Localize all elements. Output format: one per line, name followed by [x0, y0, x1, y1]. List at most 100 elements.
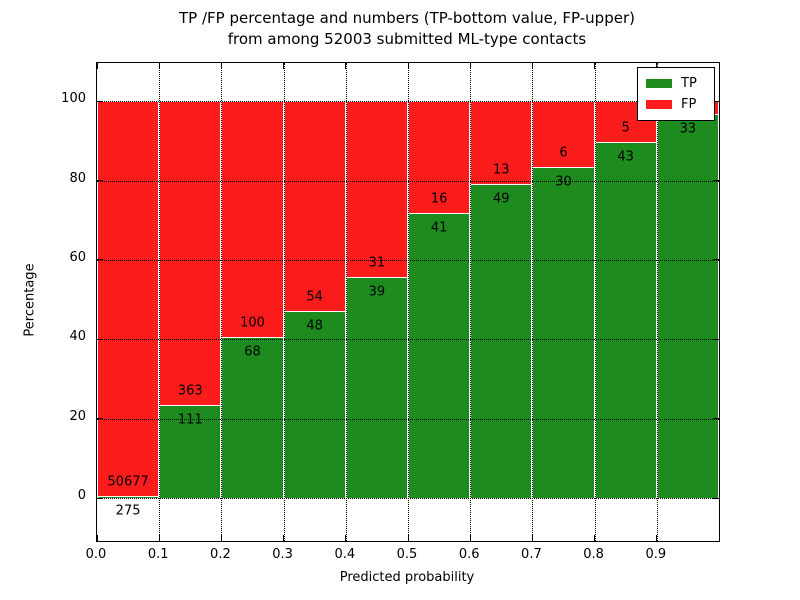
tp-bar-segment — [283, 311, 346, 499]
x-tick-mark — [469, 535, 471, 541]
x-tick-mark — [158, 63, 160, 69]
chart-title-line2: from among 52003 submitted ML-type conta… — [227, 30, 587, 48]
tp-count-label: 275 — [115, 503, 141, 519]
y-tick-mark — [713, 497, 719, 499]
y-tick-label: 20 — [69, 408, 86, 424]
tp-count-label: 43 — [617, 149, 634, 165]
tp-count-label: 68 — [244, 344, 261, 360]
x-tick-label: 0.4 — [334, 547, 356, 562]
x-tick-label: 0.8 — [583, 547, 604, 562]
fp-count-label: 13 — [493, 162, 510, 178]
y-tick-mark — [713, 259, 719, 261]
tp-bar-segment — [97, 495, 160, 499]
x-tick-mark — [345, 535, 347, 541]
x-tick-mark — [469, 63, 471, 69]
x-tick-mark — [407, 535, 409, 541]
x-tick-label: 0.7 — [521, 547, 542, 562]
x-tick-mark — [594, 63, 596, 69]
legend-label-fp: FP — [681, 97, 697, 112]
x-tick-mark — [96, 63, 98, 69]
tp-bar-segment — [345, 276, 408, 499]
y-tick-mark — [713, 100, 719, 102]
fp-bar-segment — [97, 101, 160, 496]
y-tick-mark — [713, 338, 719, 340]
x-tick-label: 0.0 — [85, 547, 107, 562]
v-gridline — [159, 63, 161, 541]
y-tick-mark — [713, 418, 719, 420]
x-tick-mark — [656, 63, 658, 69]
tp-bar-segment — [408, 212, 471, 499]
tp-count-label: 111 — [177, 412, 203, 428]
y-tick-mark — [97, 338, 103, 340]
tp-bar-segment — [221, 337, 284, 499]
x-tick-mark — [718, 63, 720, 69]
legend-label-tp: TP — [681, 76, 697, 91]
tp-bar-segment — [594, 142, 657, 499]
y-tick-label: 60 — [69, 249, 86, 265]
fp-count-label: 16 — [430, 191, 448, 207]
tp-count-label: 33 — [679, 121, 697, 137]
fp-count-label: 31 — [368, 255, 386, 271]
y-tick-label: 100 — [61, 91, 86, 107]
x-tick-mark — [531, 535, 533, 541]
y-tick-label: 80 — [69, 170, 86, 186]
x-tick-mark — [283, 535, 285, 541]
x-tick-mark — [718, 535, 720, 541]
y-tick-mark — [97, 418, 103, 420]
x-tick-mark — [531, 63, 533, 69]
y-tick-label: 0 — [77, 488, 86, 504]
tp-count-label: 49 — [493, 191, 510, 207]
x-tick-label: 0.1 — [147, 547, 169, 562]
v-gridline — [656, 63, 658, 541]
x-tick-mark — [158, 535, 160, 541]
y-tick-mark — [713, 180, 719, 181]
fp-count-label: 6 — [559, 145, 568, 161]
tp-count-label: 30 — [555, 174, 572, 190]
chart-title-line1: TP /FP percentage and numbers (TP-bottom… — [179, 9, 635, 27]
legend-item-fp: FP — [646, 94, 708, 115]
x-tick-label: 0.2 — [210, 547, 231, 562]
x-tick-mark — [407, 63, 409, 69]
legend-item-tp: TP — [646, 73, 708, 94]
fp-bar-segment — [221, 101, 284, 338]
fp-bar-segment — [159, 101, 222, 406]
tp-bar-segment — [470, 184, 533, 499]
v-gridline — [283, 63, 285, 541]
fp-count-label: 100 — [240, 315, 265, 331]
x-axis-label: Predicted probability — [339, 570, 475, 585]
y-tick-mark — [97, 497, 103, 499]
v-gridline — [408, 63, 409, 541]
x-tick-mark — [656, 535, 658, 541]
x-tick-label: 0.5 — [396, 547, 418, 562]
y-tick-mark — [97, 180, 103, 181]
x-tick-mark — [345, 63, 347, 69]
fp-count-label: 363 — [177, 383, 203, 399]
tp-count-label: 41 — [430, 220, 448, 236]
v-gridline — [594, 63, 596, 541]
v-gridline — [221, 63, 223, 541]
y-axis-label: Percentage — [22, 263, 38, 337]
plot-area: TP FP 50677 275 363 111 100 68 54 48 31 39 16 41 13 4… — [96, 62, 720, 542]
x-tick-mark — [594, 535, 596, 541]
tp-bar-segment — [532, 167, 595, 499]
v-gridline — [470, 63, 472, 541]
y-tick-label: 40 — [69, 329, 86, 345]
legend: TP FP — [637, 67, 715, 121]
x-tick-mark — [220, 535, 222, 541]
fp-bar-segment — [345, 101, 408, 277]
fp-color-swatch — [646, 100, 672, 109]
y-tick-mark — [97, 100, 103, 102]
y-tick-mark — [97, 259, 103, 261]
fp-count-label: 54 — [306, 289, 323, 305]
tp-count-label: 48 — [306, 318, 323, 334]
x-tick-label: 0.6 — [458, 547, 480, 562]
fp-bar-segment — [283, 101, 346, 312]
tp-color-swatch — [646, 79, 672, 88]
tp-count-label: 39 — [368, 284, 386, 300]
fp-count-label: 5 — [621, 120, 630, 136]
fp-count-label: 50677 — [107, 474, 149, 490]
v-gridline — [532, 63, 534, 541]
chart-title: TP /FP percentage and numbers (TP-bottom… — [96, 8, 718, 50]
tp-bar-segment — [656, 114, 719, 499]
